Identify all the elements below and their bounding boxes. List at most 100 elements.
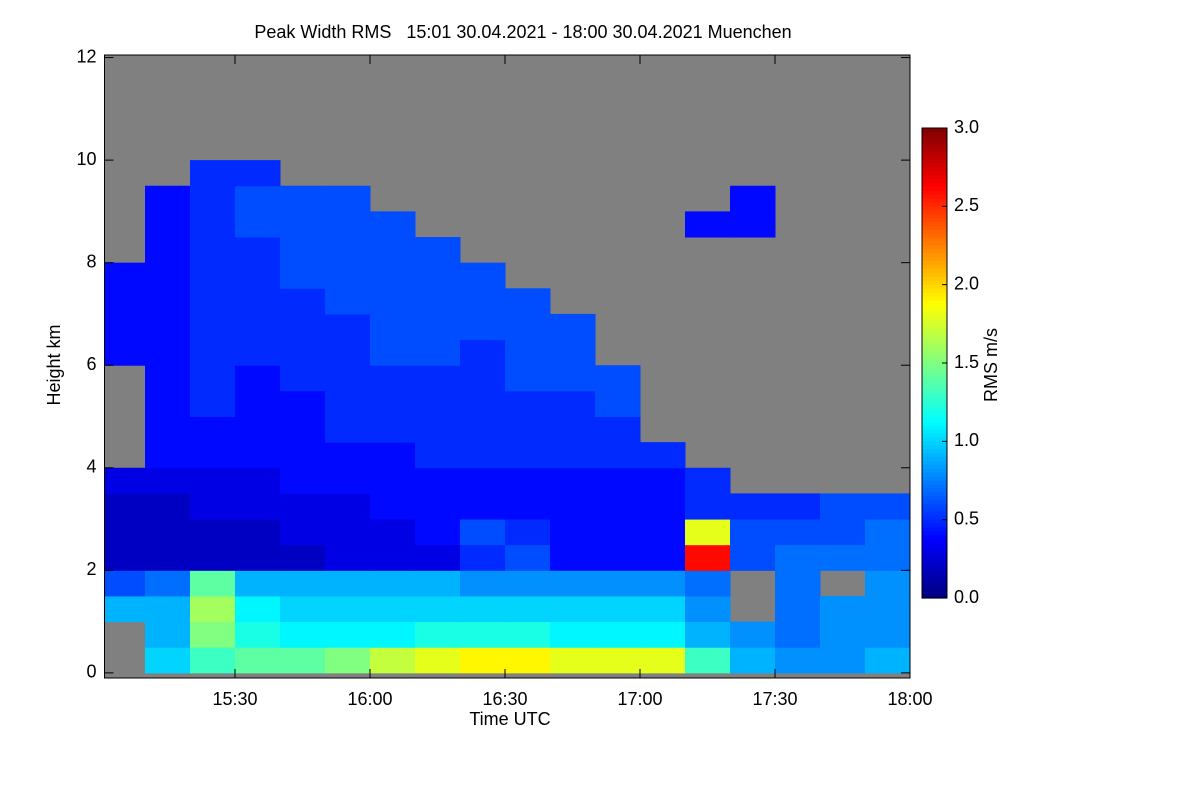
colorbar-step: [922, 229, 947, 235]
colorbar-step: [922, 253, 947, 258]
colorbar-step: [922, 472, 947, 478]
colorbar-step: [922, 437, 947, 442]
heatmap-cell: [865, 544, 911, 571]
heatmap-cell: [865, 493, 911, 520]
colorbar-step: [922, 453, 947, 458]
y-tick-label: 0: [86, 662, 96, 682]
heatmap-cell: [415, 262, 461, 289]
heatmap-cell: [325, 211, 371, 238]
colorbar-step: [922, 312, 947, 317]
heatmap-cell: [370, 442, 416, 469]
heatmap-cell: [325, 570, 371, 597]
colorbar-step: [922, 296, 947, 301]
heatmap-cell: [505, 390, 551, 417]
colorbar-step: [922, 257, 947, 262]
heatmap-cell: [460, 288, 506, 315]
heatmap-cell: [775, 519, 821, 546]
colorbar-tick-label: 1.5: [954, 352, 979, 372]
heatmap-cell: [685, 621, 731, 648]
heatmap-cell: [640, 544, 686, 571]
colorbar-step: [922, 413, 947, 419]
heatmap-cell: [325, 467, 371, 494]
heatmap-cell: [190, 621, 236, 648]
colorbar-step: [922, 582, 947, 587]
heatmap-cell: [505, 467, 551, 494]
colorbar-step: [922, 433, 947, 439]
colorbar-step: [922, 163, 947, 168]
colorbar-step: [922, 359, 947, 364]
colorbar-step: [922, 402, 947, 407]
heatmap-cell: [104, 262, 146, 289]
heatmap-cell: [370, 211, 416, 238]
heatmap-cell: [370, 262, 416, 289]
heatmap-cell: [505, 288, 551, 315]
colorbar-step: [922, 284, 947, 290]
colorbar-step: [922, 178, 947, 184]
colorbar-step: [922, 135, 947, 141]
colorbar-step: [922, 562, 947, 568]
heatmap-cell: [640, 595, 686, 623]
colorbar-step: [922, 511, 947, 517]
heatmap-cell: [775, 493, 821, 520]
colorbar-step: [922, 492, 947, 497]
y-tick-label: 12: [76, 46, 96, 66]
heatmap-cell: [190, 365, 236, 392]
heatmap-cell: [415, 390, 461, 417]
colorbar-step: [922, 288, 947, 294]
heatmap-cell: [820, 647, 866, 674]
heatmap-cell: [235, 570, 281, 597]
heatmap-cell: [145, 621, 191, 648]
colorbar-step: [922, 151, 947, 157]
heatmap-cell: [640, 570, 686, 597]
heatmap-cell: [370, 647, 416, 674]
heatmap-cell: [460, 390, 506, 417]
heatmap-cell: [235, 467, 281, 494]
heatmap-cell: [104, 493, 146, 520]
heatmap-cell: [104, 544, 146, 571]
heatmap-cell: [325, 390, 371, 417]
heatmap-cell: [730, 544, 776, 571]
heatmap-cell: [415, 237, 461, 264]
heatmap-cell: [145, 544, 191, 571]
heatmap-cell: [145, 262, 191, 289]
heatmap-cell: [415, 621, 461, 648]
colorbar-step: [922, 292, 947, 298]
heatmap-cell: [280, 416, 326, 443]
heatmap-cell: [460, 442, 506, 469]
heatmap-cell: [820, 544, 866, 571]
heatmap-cell: [595, 467, 641, 494]
heatmap-cell: [685, 519, 731, 546]
heatmap-cell: [505, 416, 551, 443]
heatmap-cell: [505, 339, 551, 366]
heatmap-cell: [595, 595, 641, 623]
heatmap-cell: [280, 237, 326, 264]
x-tick-label: 16:00: [347, 689, 392, 709]
heatmap-cell: [235, 544, 281, 571]
colorbar-step: [922, 319, 947, 325]
colorbar-step: [922, 378, 947, 384]
colorbar-step: [922, 323, 947, 329]
colorbar-step: [922, 504, 947, 509]
colorbar-step: [922, 421, 947, 427]
x-axis-label: Time UTC: [469, 709, 550, 729]
heatmap-cell: [595, 365, 641, 392]
heatmap-cell: [370, 544, 416, 571]
colorbar-step: [922, 480, 947, 486]
colorbar-step: [922, 574, 947, 580]
heatmap-cell: [550, 595, 596, 623]
heatmap-cell: [190, 390, 236, 417]
heatmap-cell: [595, 442, 641, 469]
colorbar-step: [922, 488, 947, 493]
heatmap-cell: [370, 416, 416, 443]
heatmap-cell: [550, 442, 596, 469]
heatmap-cell: [775, 647, 821, 674]
heatmap-cell: [640, 493, 686, 520]
heatmap-cell: [235, 493, 281, 520]
heatmap-cell: [415, 595, 461, 623]
heatmap-cell: [325, 339, 371, 366]
heatmap-cell: [190, 467, 236, 494]
heatmap-cell: [145, 442, 191, 469]
heatmap-cell: [325, 544, 371, 571]
heatmap-cell: [325, 595, 371, 623]
colorbar-step: [922, 269, 947, 274]
